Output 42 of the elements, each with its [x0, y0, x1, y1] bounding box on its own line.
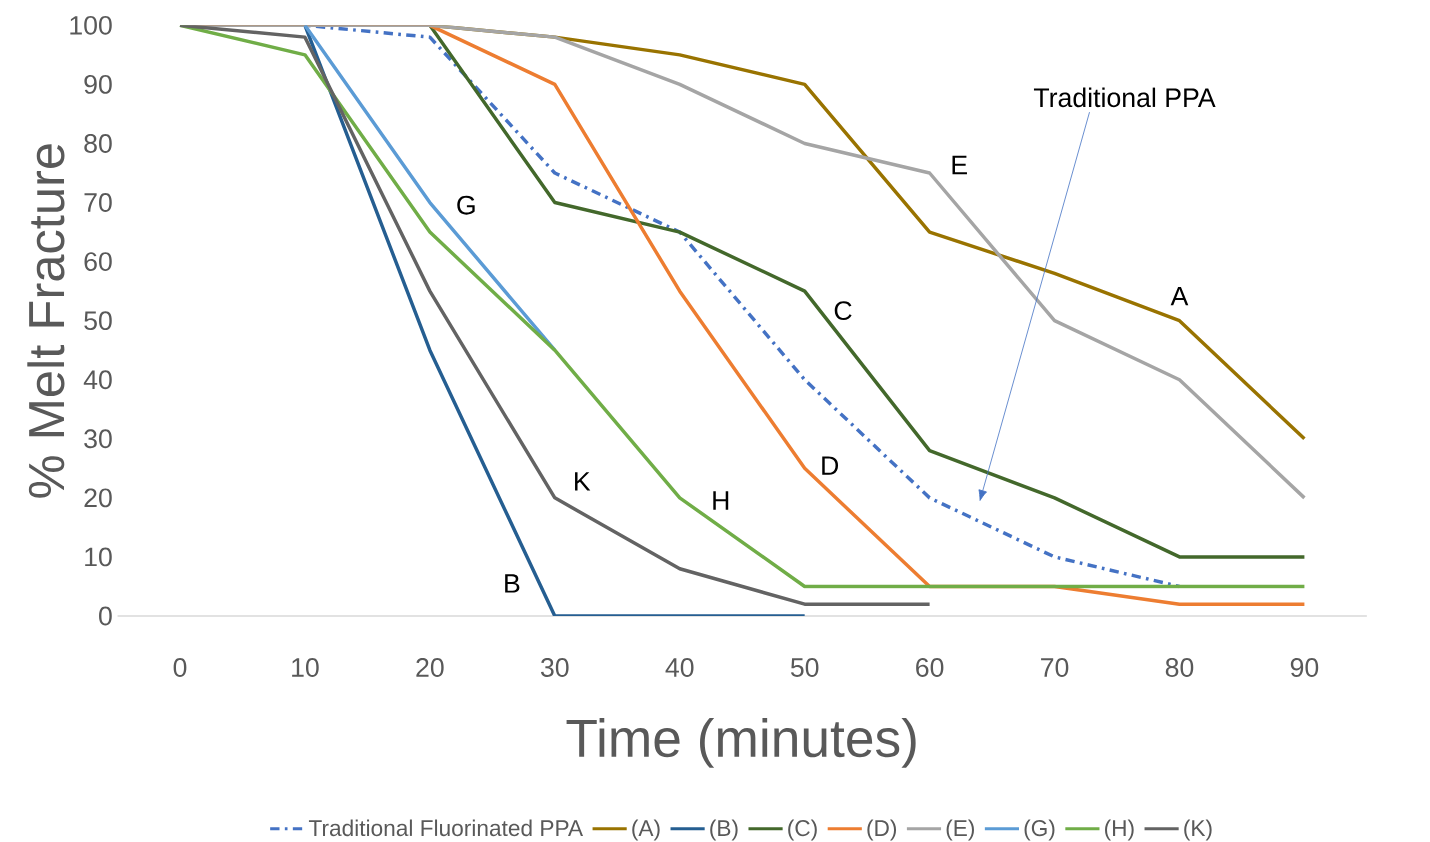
annotation: Traditional PPA	[1033, 87, 1216, 108]
x-axis-title: Time (minutes)	[566, 718, 916, 768]
annotation: D	[822, 456, 839, 475]
legend-label: (C)	[788, 819, 817, 841]
legend-label: (E)	[946, 819, 974, 841]
annotation: G	[457, 195, 475, 215]
annotation: K	[575, 472, 591, 491]
y-tick-label: 100	[70, 15, 112, 35]
y-tick-label: 70	[84, 193, 112, 212]
y-tick-label: 0	[99, 606, 112, 626]
annotation: B	[505, 574, 520, 593]
legend-label: Traditional Fluorinated PPA	[308, 819, 584, 837]
line-series	[178, 25, 932, 606]
y-tick-label: 20	[84, 488, 112, 508]
legend-label: (A)	[632, 819, 660, 841]
x-tick-label: 40	[665, 658, 694, 677]
x-tick-label: 70	[1041, 658, 1069, 677]
legend-label: (K)	[1184, 819, 1212, 841]
x-tick-label: 80	[1165, 658, 1194, 677]
y-tick-label: 10	[85, 547, 112, 567]
x-tick-label: 20	[416, 658, 444, 677]
x-tick-label: 10	[292, 658, 319, 677]
annotation: E	[952, 155, 967, 175]
annotation: A	[1170, 286, 1189, 306]
legend-label: (D)	[867, 819, 897, 841]
x-tick-label: 50	[790, 658, 819, 677]
y-tick-label: 30	[84, 429, 112, 449]
y-tick-label: 40	[83, 370, 112, 390]
legend-label: (G)	[1024, 819, 1055, 841]
x-tick-label: 90	[1290, 658, 1319, 677]
y-tick-label: 80	[84, 134, 112, 153]
legend-label: (H)	[1105, 819, 1134, 841]
x-tick-label: 60	[916, 658, 944, 677]
legend-label: (B)	[710, 819, 738, 841]
x-tick-label: 0	[173, 658, 187, 677]
y-axis-title: % Melt Fracture	[27, 144, 65, 498]
x-tick-label: 30	[541, 658, 569, 677]
annotation: C	[834, 301, 852, 321]
y-tick-label: 60	[84, 252, 112, 272]
y-tick-label: 90	[84, 74, 112, 94]
annotation: H	[713, 491, 729, 510]
y-tick-label: 50	[84, 311, 112, 331]
